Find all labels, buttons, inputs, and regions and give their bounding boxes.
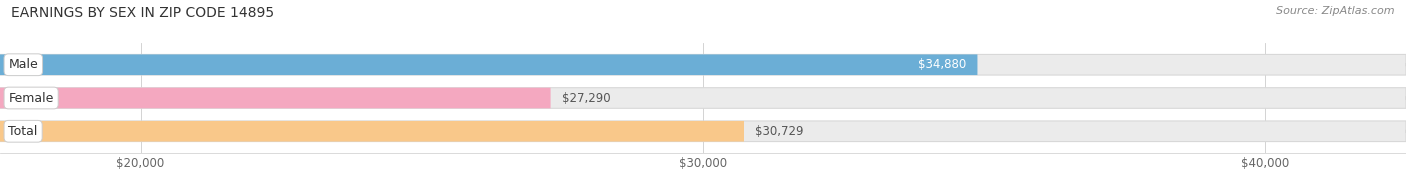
FancyBboxPatch shape bbox=[0, 121, 744, 142]
Text: Source: ZipAtlas.com: Source: ZipAtlas.com bbox=[1277, 6, 1395, 16]
FancyBboxPatch shape bbox=[0, 88, 551, 108]
Text: Female: Female bbox=[8, 92, 53, 104]
Text: Male: Male bbox=[8, 58, 38, 71]
FancyBboxPatch shape bbox=[0, 88, 1406, 108]
Text: $34,880: $34,880 bbox=[918, 58, 966, 71]
FancyBboxPatch shape bbox=[0, 54, 977, 75]
Text: Total: Total bbox=[8, 125, 38, 138]
FancyBboxPatch shape bbox=[0, 54, 1406, 75]
Text: $27,290: $27,290 bbox=[562, 92, 610, 104]
Text: $30,729: $30,729 bbox=[755, 125, 804, 138]
Text: EARNINGS BY SEX IN ZIP CODE 14895: EARNINGS BY SEX IN ZIP CODE 14895 bbox=[11, 6, 274, 20]
FancyBboxPatch shape bbox=[0, 121, 1406, 142]
